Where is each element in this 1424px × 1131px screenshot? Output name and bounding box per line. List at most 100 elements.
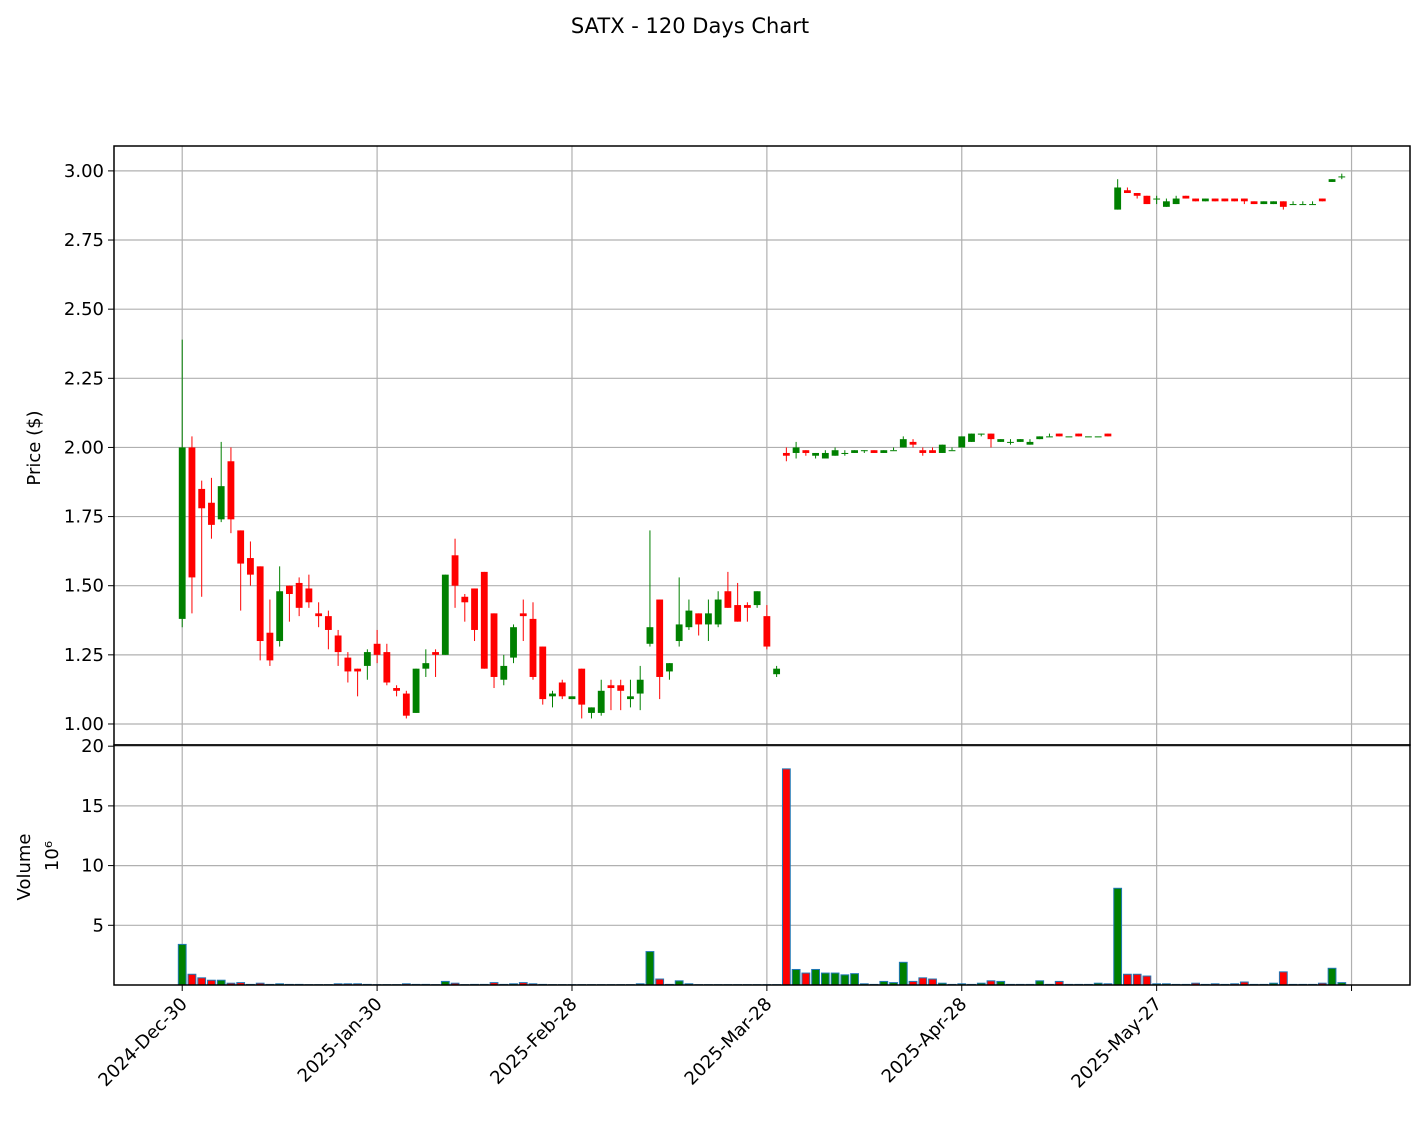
candle-body [812, 453, 819, 456]
candle-body [754, 591, 761, 605]
candle-body [559, 683, 566, 697]
volume-bar [812, 969, 820, 985]
candle-body [413, 669, 420, 713]
candle-body [1260, 201, 1267, 204]
candle-body [344, 658, 351, 672]
candle-body [1124, 190, 1131, 193]
candle-body [1066, 436, 1073, 437]
candle-body [1182, 196, 1189, 199]
candle-body [325, 616, 332, 630]
candle-body [715, 600, 722, 625]
candle-body [724, 591, 731, 608]
candle-body [900, 439, 907, 447]
candle-body [1319, 199, 1326, 202]
candle-body [1114, 187, 1121, 209]
candle-body [276, 591, 283, 641]
y-tick-label: 3.00 [64, 161, 104, 182]
y-tick-label: 5 [93, 915, 104, 936]
candle-body [802, 450, 809, 453]
candle-body [1163, 201, 1170, 207]
candle-body [1056, 434, 1063, 437]
candle-body [695, 613, 702, 624]
candle-body [822, 453, 829, 459]
candle-body [939, 445, 946, 453]
candle-body [189, 447, 196, 577]
candle-body [783, 453, 790, 456]
candle-body [763, 616, 770, 646]
candle-body [364, 652, 371, 666]
candle-body [617, 685, 624, 691]
candle-body [335, 635, 342, 652]
candle-body [890, 450, 897, 451]
candle-body [1153, 199, 1160, 200]
candle-body [1105, 434, 1112, 437]
volume-bar [1328, 968, 1336, 985]
y-axis-label: Price ($) [24, 410, 45, 485]
candle-body [861, 450, 868, 451]
candle-body [1329, 179, 1336, 182]
volume-bar [899, 962, 907, 985]
volume-bar [178, 944, 186, 985]
candle-body [315, 613, 322, 616]
candle-body [452, 555, 459, 585]
candle-body [471, 588, 478, 629]
candle-body [1280, 201, 1287, 207]
candle-body [1143, 196, 1150, 204]
volume-axis-label: Volume [14, 834, 35, 901]
candle-body [228, 461, 235, 519]
y-tick-label: 2.75 [64, 230, 104, 251]
volume-bar [802, 973, 810, 985]
candle-body [734, 605, 741, 622]
candle-body [1202, 199, 1209, 202]
candle-body [1231, 199, 1238, 202]
y-tick-label: 1.25 [64, 645, 104, 666]
candle-body [744, 605, 751, 608]
candle-body [1270, 201, 1277, 204]
candle-body [637, 680, 644, 694]
volume-bar [919, 978, 927, 985]
candle-body [1338, 176, 1345, 177]
candle-body [374, 644, 381, 655]
candle-body [1251, 201, 1258, 204]
volume-bar [1114, 888, 1122, 985]
candle-body [656, 600, 663, 677]
candle-body [500, 666, 507, 680]
candle-body [793, 447, 800, 453]
candle-body [666, 663, 673, 671]
candle-body [978, 434, 985, 435]
volume-bar [198, 978, 206, 985]
candle-body [481, 572, 488, 669]
candle-body [880, 450, 887, 453]
candle-body [383, 652, 390, 682]
candle-body [949, 450, 956, 451]
candle-body [627, 696, 634, 699]
candle-body [919, 450, 926, 453]
candle-body [1173, 199, 1180, 205]
candle-body [1007, 442, 1014, 443]
candle-body [773, 669, 780, 675]
candle-body [198, 489, 205, 508]
candle-body [296, 583, 303, 608]
chart-title: SATX - 120 Days Chart [571, 14, 809, 38]
y-tick-label: 1.75 [64, 507, 104, 528]
candle-body [1036, 436, 1043, 439]
y-tick-label: 1.00 [64, 714, 104, 735]
candle-body [403, 694, 410, 716]
candle-body [422, 663, 429, 669]
candle-body [520, 613, 527, 616]
y-tick-label: 1.50 [64, 576, 104, 597]
candle-body [208, 503, 215, 525]
candle-body [530, 619, 537, 677]
candle-body [179, 447, 186, 618]
candle-body [393, 688, 400, 691]
candle-body [247, 558, 254, 575]
volume-bar [1124, 974, 1132, 985]
candle-body [286, 586, 293, 594]
candle-body [305, 588, 312, 602]
candle-body [257, 566, 264, 641]
candle-body [1027, 442, 1034, 445]
candle-body [549, 694, 556, 697]
candle-body [510, 627, 517, 657]
volume-bar [656, 979, 664, 985]
